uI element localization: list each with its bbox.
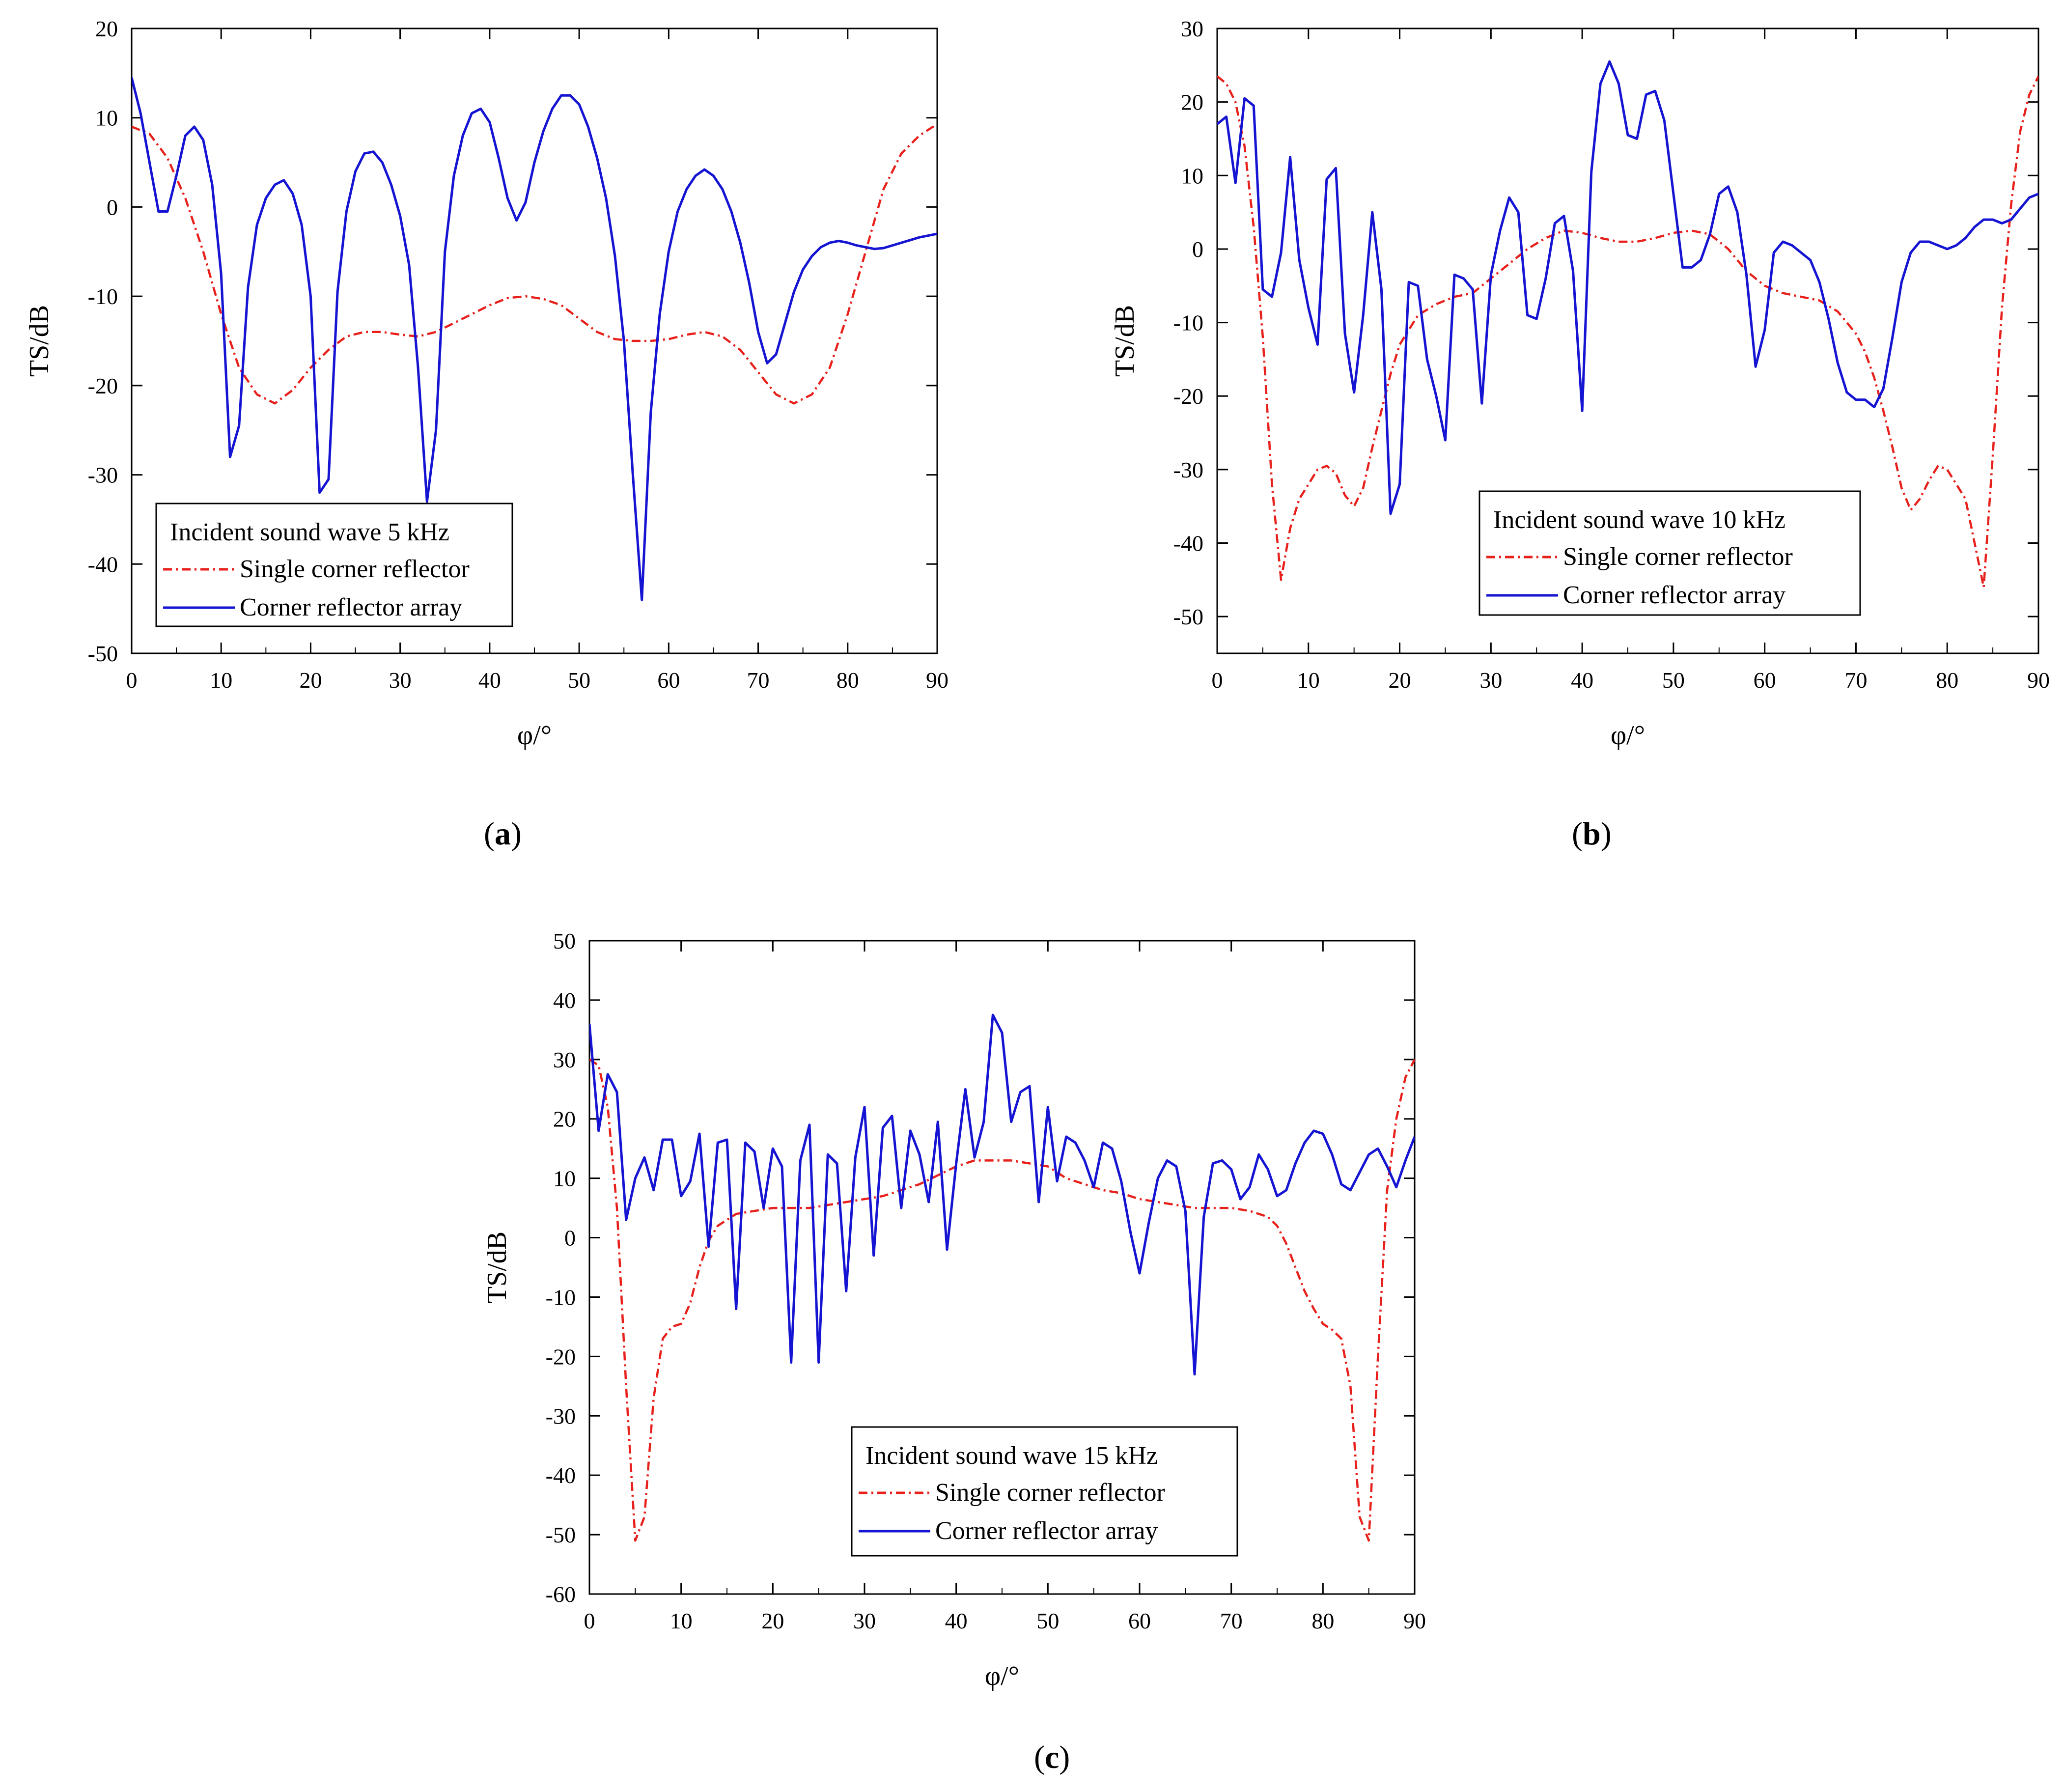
x-tick-label: 0: [584, 1608, 595, 1633]
chart-panel-c: 0 10 20 30 40 50 60 70 80 90 50 40 30 20 10 0 -10 -20 -30 -…: [482, 928, 1426, 1691]
x-tick-label: 30: [853, 1608, 876, 1633]
x-tick-label: 10: [670, 1608, 693, 1633]
y-tick-label: -30: [88, 463, 118, 488]
y-tick-label: 50: [553, 928, 576, 953]
x-axis-title: φ/°: [517, 720, 552, 751]
x-tick-label: 60: [1754, 668, 1776, 693]
x-tick-label: 0: [1212, 668, 1223, 693]
legend-title: Incident sound wave 10 kHz: [1493, 506, 1785, 534]
y-tick-label: 20: [553, 1107, 576, 1132]
x-tick-label: 90: [2027, 668, 2050, 693]
series-line-corner-reflector-array: [589, 1013, 1415, 1376]
x-tick-label: 50: [1036, 1608, 1059, 1633]
y-tick-label: 30: [1181, 16, 1203, 41]
caption-c: (c): [1034, 1739, 1070, 1775]
legend-label: Corner reflector array: [1563, 581, 1785, 609]
y-tick-label: -30: [546, 1403, 576, 1428]
x-tick-label: 20: [1389, 668, 1411, 693]
series-line-single-corner-reflector: [132, 123, 937, 405]
y-tick-label: 10: [553, 1166, 576, 1191]
x-tick-label: 50: [568, 668, 590, 693]
y-tick-label: 0: [564, 1226, 576, 1251]
x-tick-label: 70: [1220, 1608, 1243, 1633]
chart-panel-a: 0 10 20 30 40 50 60 70 80 90 20 10 0 -10 -20 -30 -40 -50 φ…: [24, 16, 948, 751]
y-tick-label: 0: [107, 195, 118, 220]
x-tick-label: 40: [1571, 668, 1593, 693]
x-tick-label: 10: [1297, 668, 1320, 693]
caption-a: (a): [484, 816, 522, 852]
legend-label: Single corner reflector: [240, 555, 470, 583]
y-tick-label: -50: [88, 641, 118, 666]
y-tick-label: -20: [88, 373, 118, 398]
y-tick-label: -30: [1173, 457, 1203, 482]
x-axis-title: φ/°: [1611, 720, 1645, 751]
x-tick-label: 0: [126, 668, 138, 693]
y-tick-label: -10: [1173, 310, 1203, 336]
y-tick-label: -50: [546, 1522, 576, 1547]
y-tick-label: -20: [1173, 384, 1203, 409]
legend-title: Incident sound wave 15 kHz: [865, 1442, 1158, 1470]
y-tick-label: -10: [88, 284, 118, 309]
y-axis-title: TS/dB: [24, 305, 55, 377]
y-tick-label: 30: [553, 1047, 576, 1072]
x-tick-label: 40: [478, 668, 501, 693]
x-axis-title: φ/°: [985, 1661, 1019, 1691]
series-line-corner-reflector-array: [1217, 60, 2038, 515]
chart-panel-b: 0 10 20 30 40 50 60 70 80 90 30 20 10 0 -10 -20 -30 -40 -5…: [1110, 16, 2050, 751]
x-tick-label: 20: [761, 1608, 784, 1633]
x-tick-label: 50: [1662, 668, 1685, 693]
x-tick-label: 60: [1128, 1608, 1151, 1633]
y-tick-label: 0: [1192, 237, 1203, 262]
y-tick-label: -60: [546, 1582, 576, 1607]
y-tick-label: -10: [546, 1285, 576, 1310]
y-tick-label: 10: [95, 106, 118, 131]
y-tick-label: 40: [553, 988, 576, 1013]
series-line-corner-reflector-array: [132, 77, 937, 601]
x-tick-label: 10: [210, 668, 232, 693]
x-tick-label: 30: [389, 668, 412, 693]
x-tick-label: 80: [1936, 668, 1958, 693]
y-tick-label: 20: [1181, 90, 1203, 115]
y-tick-label: -20: [546, 1344, 576, 1369]
x-tick-label: 60: [657, 668, 680, 693]
legend-label: Single corner reflector: [935, 1479, 1165, 1507]
x-tick-label: 80: [1311, 1608, 1334, 1633]
legend-box: [851, 1426, 1238, 1557]
legend-label: Corner reflector array: [240, 593, 462, 621]
legend-box: [155, 503, 513, 627]
y-tick-label: 20: [95, 16, 118, 41]
x-tick-label: 40: [945, 1608, 968, 1633]
x-tick-label: 70: [747, 668, 770, 693]
y-tick-label: -40: [1173, 531, 1203, 556]
y-tick-label: -50: [1173, 604, 1203, 629]
y-axis-title: TS/dB: [1110, 305, 1140, 377]
x-tick-label: 70: [1844, 668, 1867, 693]
x-tick-label: 20: [299, 668, 322, 693]
legend-title: Incident sound wave 5 kHz: [170, 518, 449, 546]
caption-b: (b): [1572, 816, 1612, 852]
series-line-single-corner-reflector: [589, 1058, 1415, 1542]
legend-label: Single corner reflector: [1563, 543, 1793, 571]
y-tick-label: -40: [546, 1463, 576, 1488]
y-axis-title: TS/dB: [482, 1232, 512, 1303]
x-tick-label: 90: [926, 668, 948, 693]
y-tick-label: -40: [88, 552, 118, 577]
x-tick-label: 80: [837, 668, 859, 693]
x-tick-label: 90: [1403, 1608, 1426, 1633]
x-tick-label: 30: [1479, 668, 1502, 693]
y-tick-label: 10: [1181, 163, 1203, 188]
legend-label: Corner reflector array: [935, 1517, 1158, 1545]
